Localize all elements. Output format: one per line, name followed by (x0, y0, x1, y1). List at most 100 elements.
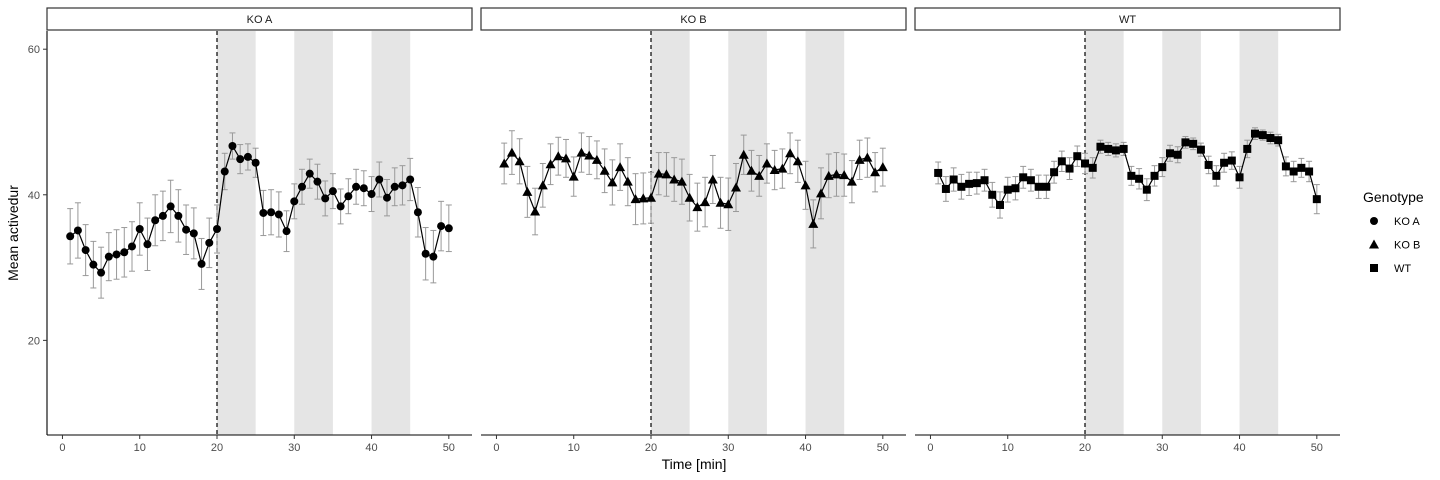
data-point (220, 167, 229, 176)
data-point (1189, 139, 1198, 148)
data-point (1274, 136, 1283, 145)
data-point (769, 165, 780, 175)
data-point (290, 197, 299, 206)
data-point (259, 208, 268, 217)
data-point (1158, 163, 1167, 172)
data-point (437, 222, 446, 231)
data-point (499, 158, 510, 168)
data-point (328, 187, 337, 196)
x-tick-label: 10 (568, 442, 580, 454)
data-point (800, 180, 811, 190)
data-point (1150, 171, 1159, 180)
data-point (949, 175, 958, 184)
data-point (576, 147, 587, 157)
data-point (1227, 156, 1236, 165)
data-point (522, 186, 533, 196)
x-tick-label: 10 (134, 442, 146, 454)
x-tick-label: 20 (1079, 442, 1091, 454)
data-point (1050, 168, 1059, 177)
data-point (846, 176, 857, 186)
data-point (638, 193, 649, 203)
y-tick-label: 60 (28, 44, 40, 56)
data-point (1135, 174, 1144, 183)
legend-title: Genotype (1363, 189, 1424, 205)
data-point (336, 202, 345, 211)
data-point (584, 150, 595, 160)
x-tick-label: 30 (288, 442, 300, 454)
data-point (1204, 160, 1213, 169)
data-point (599, 165, 610, 175)
data-point (988, 190, 997, 199)
data-point (934, 168, 943, 177)
data-point (197, 259, 206, 268)
x-tick-label: 20 (211, 442, 223, 454)
data-point (305, 169, 314, 178)
data-point (444, 224, 453, 233)
data-point (104, 252, 113, 261)
x-tick-label: 0 (493, 442, 499, 454)
data-point (1305, 167, 1314, 176)
data-point (561, 153, 571, 163)
data-point (1042, 182, 1051, 191)
data-point (1173, 150, 1182, 159)
data-point (282, 227, 291, 236)
x-tick-label: 40 (799, 442, 811, 454)
data-point (506, 147, 517, 157)
data-point (344, 192, 353, 201)
legend-label: WT (1394, 263, 1411, 275)
shaded-interval (728, 31, 767, 435)
data-point (684, 192, 695, 202)
data-point (777, 163, 788, 173)
data-point (135, 224, 144, 233)
data-point (816, 188, 826, 198)
data-point (1034, 182, 1043, 191)
x-tick-label: 50 (443, 442, 455, 454)
shaded-interval (294, 31, 333, 435)
data-point (1196, 145, 1205, 154)
data-point (128, 242, 136, 251)
data-point (545, 159, 556, 169)
data-point (980, 176, 989, 185)
data-point (972, 179, 981, 188)
data-point (1011, 184, 1020, 193)
data-point (1081, 159, 1089, 168)
data-point (792, 156, 803, 166)
legend-key-square (1370, 264, 1378, 272)
data-point (390, 182, 399, 191)
data-point (808, 218, 819, 228)
data-point (607, 177, 618, 187)
data-point (251, 158, 260, 167)
y-axis-title: Mean activedur (5, 185, 21, 281)
shaded-interval (1239, 31, 1279, 435)
data-point (568, 171, 579, 181)
facet-strip (914, 7, 1341, 31)
data-point (622, 176, 633, 186)
data-point (738, 149, 749, 159)
data-point (1251, 129, 1259, 138)
data-point (174, 211, 183, 220)
data-point (530, 206, 541, 216)
data-point (514, 156, 525, 166)
data-point (274, 210, 283, 219)
y-tick-label: 20 (28, 335, 40, 347)
data-point (1181, 138, 1190, 147)
data-point (429, 252, 438, 261)
data-point (553, 151, 564, 161)
data-point (321, 194, 330, 203)
data-point (941, 184, 950, 193)
x-axis-title: Time [min] (662, 456, 727, 472)
x-tick-label: 0 (927, 442, 933, 454)
data-point (653, 168, 664, 178)
data-point (1096, 142, 1105, 151)
data-point (1312, 195, 1321, 204)
data-point (166, 202, 175, 211)
data-point (1281, 162, 1290, 171)
x-tick-label: 50 (877, 442, 889, 454)
data-point (669, 174, 680, 184)
data-point (151, 216, 160, 225)
x-tick-label: 40 (365, 442, 377, 454)
data-point (298, 182, 306, 191)
facet-strip-label: WT (1119, 14, 1136, 26)
legend-label: KO B (1394, 240, 1420, 252)
